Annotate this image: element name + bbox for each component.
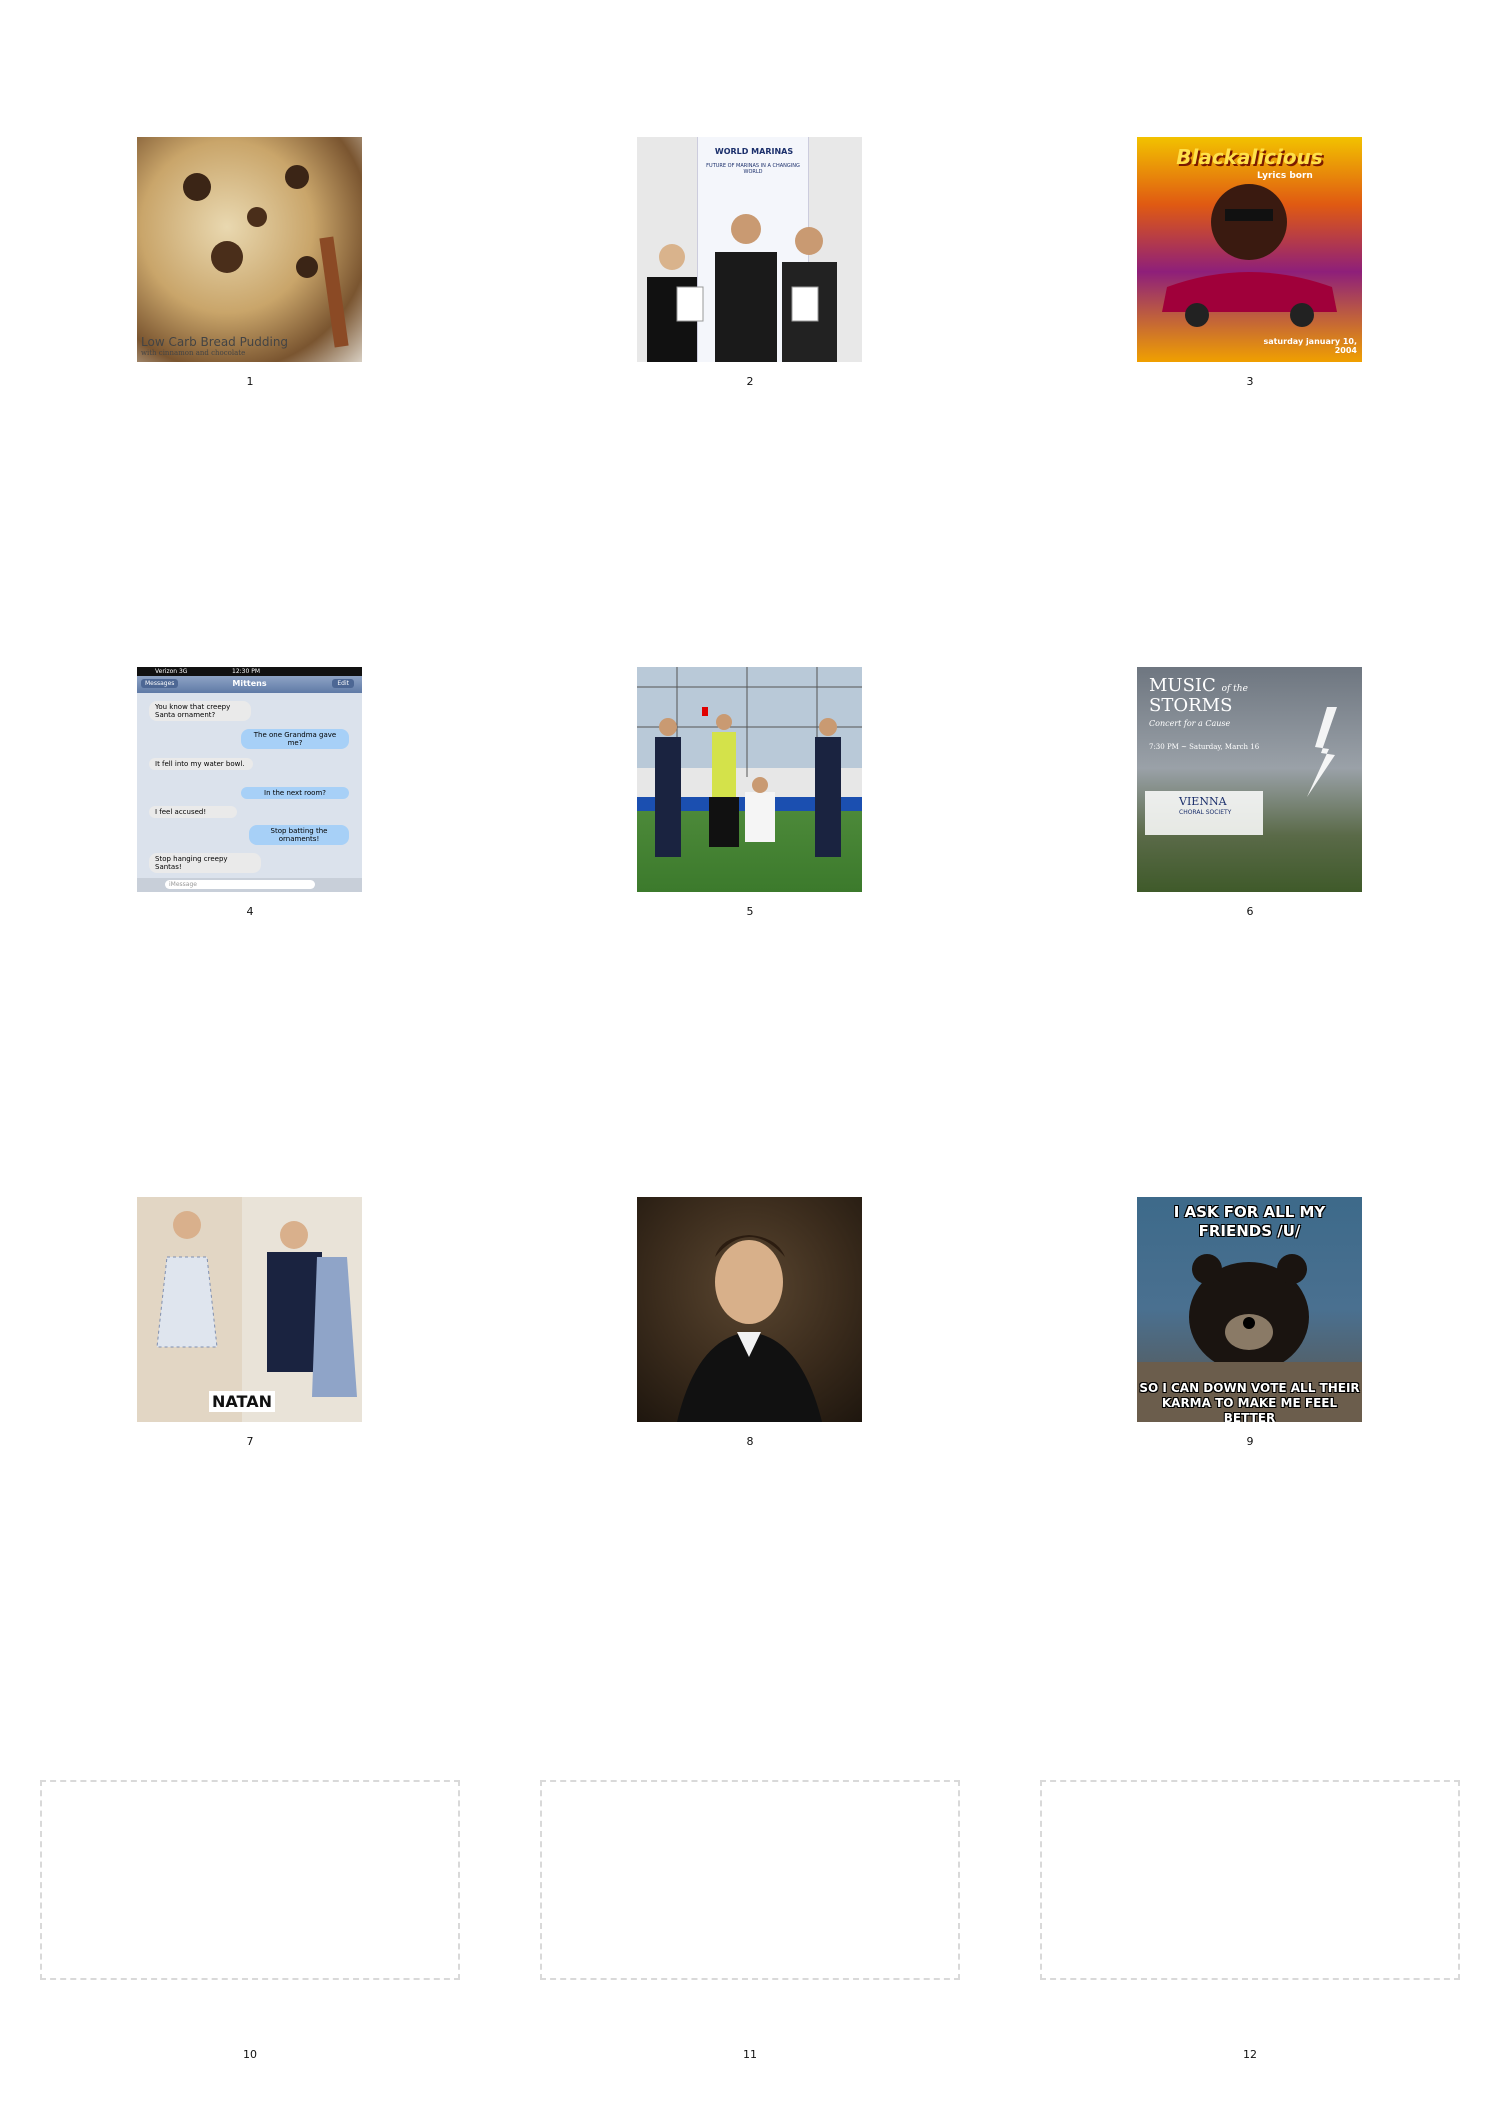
- rugby-match-photo: [637, 667, 862, 892]
- banner-title: WORLD MARINAS: [714, 147, 794, 156]
- panel-number: 7: [246, 1435, 254, 1448]
- poster-title: Blackalicious: [1176, 145, 1323, 169]
- message-bubble: I feel accused!: [149, 806, 237, 818]
- message-bubble: Stop batting the ornaments!: [249, 825, 349, 845]
- concert-flyer: MUSIC of the STORMS Concert for a Cause …: [1137, 667, 1362, 892]
- panel-1-caption: Low Carb Bread Pudding: [141, 335, 289, 349]
- panel-5: 5: [500, 530, 1000, 1060]
- poster-subtitle: Lyrics born: [1257, 171, 1313, 181]
- fashion-collage: NATAN: [137, 1197, 362, 1422]
- banner-subtitle: FUTURE OF MARINAS IN A CHANGING WORLD: [706, 163, 800, 175]
- panel-9: I ASK FOR ALL MY FRIENDS /U/ SO I CAN DO…: [1000, 1060, 1500, 1590]
- org-subname: CHORAL SOCIETY: [1179, 809, 1232, 816]
- panel-12: 12: [1000, 1590, 1500, 2120]
- message-bubble: The one Grandma gave me?: [241, 729, 349, 749]
- panel-10: 10: [0, 1590, 500, 2120]
- panel-number: 6: [1246, 905, 1254, 918]
- flyer-time: 7:30 PM ~ Saturday, March 16: [1149, 743, 1260, 751]
- conference-photo: WORLD MARINAS FUTURE OF MARINAS IN A CHA…: [637, 137, 862, 362]
- flyer-title-word: MUSIC: [1149, 675, 1216, 696]
- flyer-title-of: of the: [1221, 684, 1248, 694]
- panel-number: 11: [743, 2048, 757, 2061]
- omitted-caption-area: [540, 1780, 960, 1980]
- portrait-painting: [637, 1197, 862, 1422]
- omitted-caption-area: [40, 1780, 460, 1980]
- compose-bar: iMessage: [137, 878, 362, 892]
- panel-2: WORLD MARINAS FUTURE OF MARINAS IN A CHA…: [500, 0, 1000, 530]
- edit-button[interactable]: Edit: [332, 679, 354, 688]
- panel-number: 3: [1246, 375, 1254, 388]
- contact-name: Mittens: [232, 679, 267, 688]
- org-name: VIENNA: [1179, 795, 1227, 808]
- panel-number: 1: [246, 375, 254, 388]
- omitted-caption-area: [1040, 1780, 1460, 1980]
- carrier-label: Verizon 3G: [155, 668, 188, 675]
- panel-number: 9: [1246, 1435, 1254, 1448]
- panel-1: Low Carb Bread Pudding with cinnamon and…: [0, 0, 500, 530]
- panel-number: 12: [1243, 2048, 1257, 2061]
- message-bubble: It fell into my water bowl.: [149, 758, 253, 770]
- nav-bar: Messages Mittens Edit: [137, 676, 362, 693]
- panel-number: 10: [243, 2048, 257, 2061]
- flyer-subtitle: Concert for a Cause: [1149, 719, 1231, 728]
- message-input[interactable]: iMessage: [165, 880, 315, 889]
- panel-8: 8: [500, 1060, 1000, 1590]
- panel-number: 4: [246, 905, 254, 918]
- brand-label: NATAN: [209, 1391, 275, 1412]
- clock-label: 12:30 PM: [232, 668, 260, 675]
- message-bubble: You know that creepy Santa ornament?: [149, 701, 251, 721]
- message-bubble: Stop hanging creepy Santas!: [149, 853, 261, 873]
- message-bubble: In the next room?: [241, 787, 349, 799]
- panel-7: NATAN 7: [0, 1060, 500, 1590]
- text-message-screenshot: Verizon 3G 12:30 PM Messages Mittens Edi…: [137, 667, 362, 892]
- flyer-title-line-2: STORMS: [1149, 695, 1233, 716]
- bread-pudding-photo: Low Carb Bread Pudding with cinnamon and…: [137, 137, 362, 362]
- panel-number: 2: [746, 375, 754, 388]
- panel-4: Verizon 3G 12:30 PM Messages Mittens Edi…: [0, 530, 500, 1060]
- panel-number: 8: [746, 1435, 754, 1448]
- flyer-title: MUSIC of the: [1149, 675, 1248, 696]
- org-box: VIENNA CHORAL SOCIETY: [1145, 791, 1263, 835]
- meme-bottom-text: SO I CAN DOWN VOTE ALL THEIR KARMA TO MA…: [1139, 1381, 1360, 1422]
- panel-11: 11: [500, 1590, 1000, 2120]
- meme-top-text: I ASK FOR ALL MY FRIENDS /U/: [1173, 1203, 1326, 1240]
- panel-3: Blackalicious Lyrics born saturday janua…: [1000, 0, 1500, 530]
- panel-6: MUSIC of the STORMS Concert for a Cause …: [1000, 530, 1500, 1060]
- poster-date: saturday january 10, 2004: [1263, 337, 1357, 355]
- back-button[interactable]: Messages: [141, 679, 179, 688]
- concert-poster: Blackalicious Lyrics born saturday janua…: [1137, 137, 1362, 362]
- panel-number: 5: [746, 905, 754, 918]
- status-bar: Verizon 3G 12:30 PM: [137, 667, 362, 676]
- panel-1-subcaption: with cinnamon and chocolate: [141, 349, 246, 357]
- confession-bear-meme: I ASK FOR ALL MY FRIENDS /U/ SO I CAN DO…: [1137, 1197, 1362, 1422]
